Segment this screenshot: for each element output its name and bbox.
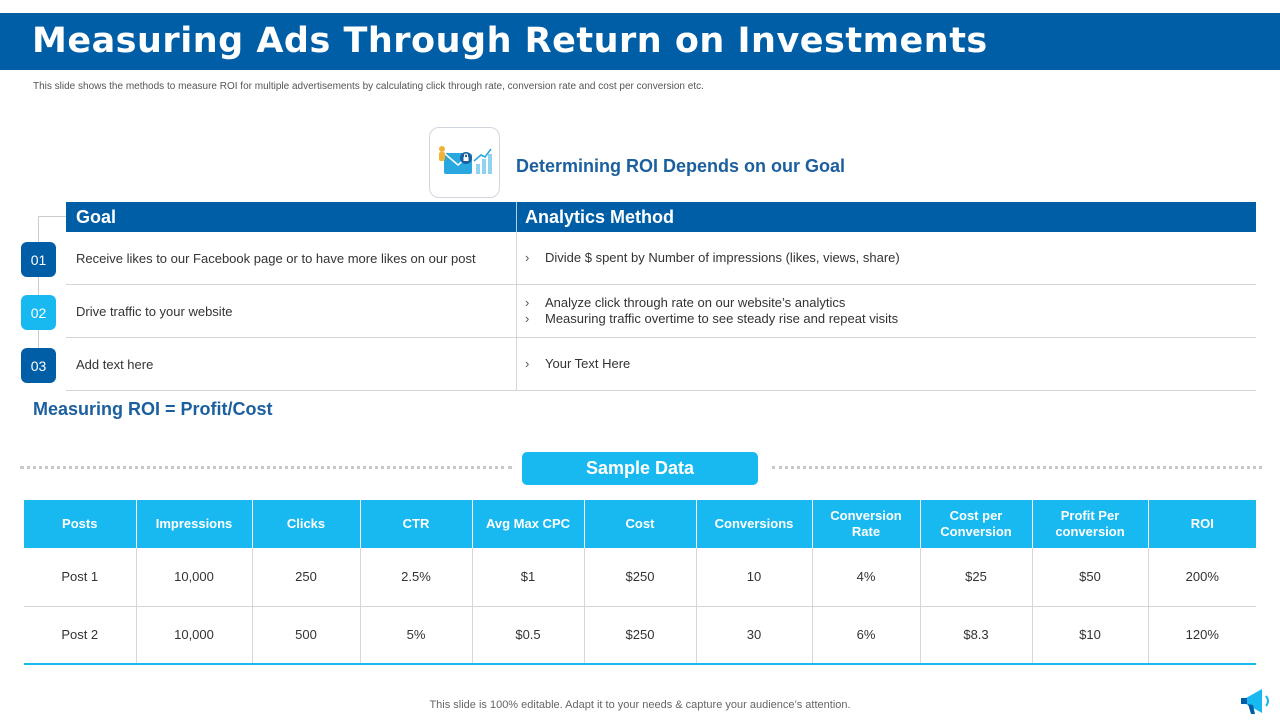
goal-table: Goal Analytics Method Receive likes to o… [66,202,1256,391]
goal-text: Drive traffic to your website [76,303,233,319]
table-cell: 30 [696,606,813,665]
email-analytics-icon [429,127,500,198]
goal-row: Drive traffic to your website › Analyze c… [66,285,1256,338]
column-header: Conversion Rate [812,500,921,548]
goal-row: Add text here › Your Text Here [66,338,1256,391]
goal-heading: Determining ROI Depends on our Goal [516,156,846,176]
table-row: Post 2 10,000 500 5% $0.5 $250 30 6% $8.… [24,606,1256,665]
table-cell: 6% [812,606,921,665]
table-cell: $1 [472,548,585,607]
table-row: Post 1 10,000 250 2.5% $1 $250 10 4% $25… [24,548,1256,607]
method-text: Divide $ spent by Number of impressions … [545,250,900,265]
table-cell: 10,000 [136,548,253,607]
goal-text: Add text here [76,356,154,372]
table-cell: 10 [696,548,813,607]
step-number-03: 03 [21,348,56,383]
column-header: Posts [24,500,137,548]
table-cell: 4% [812,548,921,607]
table-cell: 2.5% [360,548,473,607]
analytics-methods: › Your Text Here [525,338,1245,390]
sample-data-label: Sample Data [522,452,758,485]
table-header-row: Posts Impressions Clicks CTR Avg Max CPC… [24,500,1256,548]
goal-table-header: Goal Analytics Method [66,202,1256,232]
method-text: Your Text Here [545,356,631,371]
table-cell: 10,000 [136,606,253,665]
column-header: CTR [360,500,473,548]
column-header: Conversions [696,500,813,548]
step-number-01: 01 [21,242,56,277]
column-header: Avg Max CPC [472,500,585,548]
column-header: Cost per Conversion [920,500,1033,548]
divider-right [772,466,1262,469]
table-cell: $25 [920,548,1033,607]
roi-formula: Measuring ROI = Profit/Cost [33,399,273,419]
goal-text: Receive likes to our Facebook page or to… [76,250,476,266]
column-header: Clicks [252,500,361,548]
slide-description: This slide shows the methods to measure … [33,81,704,92]
table-cell: 5% [360,606,473,665]
table-cell: 120% [1148,606,1256,665]
table-cell: $50 [1032,548,1149,607]
table-cell: 500 [252,606,361,665]
table-cell: Post 2 [24,606,137,665]
chevron-right-icon: › [525,311,530,326]
table-cell: $8.3 [920,606,1033,665]
table-cell: $250 [584,606,697,665]
table-cell: 250 [252,548,361,607]
title-bar: Measuring Ads Through Return on Investme… [0,13,1280,70]
method-text: Analyze click through rate on our websit… [545,295,846,310]
sample-data-table: Posts Impressions Clicks CTR Avg Max CPC… [24,500,1256,665]
footer-note: This slide is 100% editable. Adapt it to… [429,699,851,711]
analytics-column-header: Analytics Method [525,207,675,227]
analytics-methods: › Analyze click through rate on our websi… [525,285,1245,337]
step-number-02: 02 [21,295,56,330]
chevron-right-icon: › [525,295,530,310]
column-header: Impressions [136,500,253,548]
table-cell: Post 1 [24,548,137,607]
column-header: Profit Per conversion [1032,500,1149,548]
chevron-right-icon: › [525,250,530,265]
goal-row: Receive likes to our Facebook page or to… [66,232,1256,285]
goal-column-header: Goal [76,207,117,227]
megaphone-icon [1238,684,1276,718]
column-header: Cost [584,500,697,548]
divider-left [20,466,512,469]
table-cell: $0.5 [472,606,585,665]
analytics-methods: › Divide $ spent by Number of impressions… [525,232,1245,284]
page-title: Measuring Ads Through Return on Investme… [32,21,988,61]
table-cell: 200% [1148,548,1256,607]
table-cell: $250 [584,548,697,607]
table-cell: $10 [1032,606,1149,665]
chevron-right-icon: › [525,356,530,371]
column-header: ROI [1148,500,1256,548]
method-text: Measuring traffic overtime to see steady… [545,311,899,326]
